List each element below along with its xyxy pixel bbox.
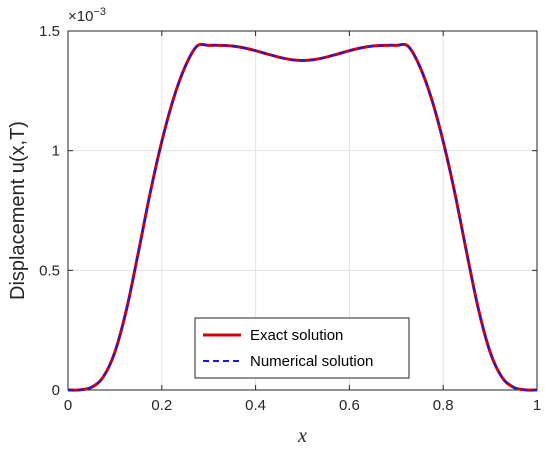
x-tick-label: 0.2: [151, 397, 172, 414]
y-exponent-base: ×10: [68, 8, 93, 25]
y-exponent-power: −3: [93, 6, 106, 18]
y-tick-label: 1: [52, 143, 60, 160]
x-tick-label: 0.8: [433, 397, 454, 414]
x-tick-label: 0: [64, 397, 72, 414]
x-tick-label: 0.4: [245, 397, 266, 414]
axis-ticks: 0 0.2 0.4 0.6 0.8 1 0 0.5 1 1.5: [39, 23, 541, 414]
series-lines: [67, 42, 538, 392]
x-tick-label: 0.6: [339, 397, 360, 414]
y-tick-label: 1.5: [39, 23, 60, 40]
plot-frame: [67, 30, 538, 391]
y-axis-label: Displacement u(x,T): [7, 121, 29, 300]
series-line-numerical: [67, 43, 538, 392]
legend: Exact solution Numerical solution: [194, 317, 410, 379]
legend-label-numerical: Numerical solution: [250, 353, 373, 370]
x-axis-label: x: [297, 425, 307, 447]
y-tick-label: 0: [52, 382, 60, 399]
legend-label-exact: Exact solution: [250, 327, 343, 344]
y-tick-label: 0.5: [39, 262, 60, 279]
legend-box: [194, 317, 410, 379]
x-tick-label: 1: [533, 397, 541, 414]
y-axis-exponent: ×10−3: [68, 6, 106, 25]
grid: [68, 31, 537, 390]
